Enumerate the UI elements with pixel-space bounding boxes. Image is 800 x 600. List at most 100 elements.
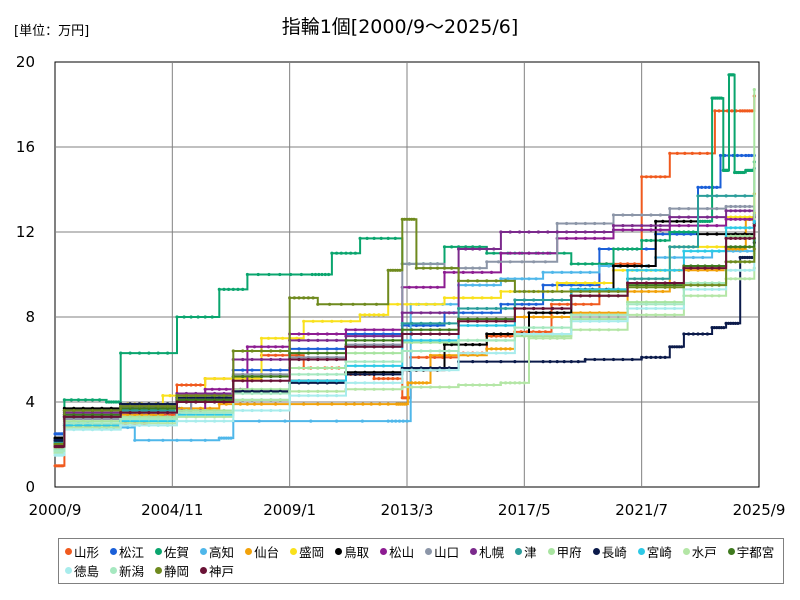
data-point	[344, 381, 348, 385]
data-point	[119, 417, 123, 421]
data-point	[557, 302, 562, 306]
legend-label: 高知	[209, 544, 235, 560]
legend-item: 水戸	[682, 543, 717, 560]
data-point	[398, 268, 402, 272]
data-point	[574, 281, 578, 285]
data-point	[710, 326, 714, 330]
data-point	[428, 328, 433, 332]
legend-marker-icon	[380, 547, 388, 555]
data-point	[626, 247, 630, 251]
data-point	[726, 321, 731, 325]
data-point	[419, 321, 423, 325]
data-point	[250, 379, 254, 383]
data-point	[339, 251, 343, 255]
data-point	[323, 272, 327, 277]
data-point	[630, 213, 634, 217]
data-point	[518, 381, 522, 385]
data-point	[241, 379, 245, 383]
y-tick-label: 16	[16, 138, 35, 156]
legend-label: 仙台	[254, 544, 280, 560]
data-point	[663, 281, 667, 285]
data-point	[349, 319, 353, 323]
data-point	[245, 345, 249, 349]
data-point	[672, 313, 677, 317]
data-point	[550, 283, 555, 287]
data-point	[719, 326, 724, 330]
data-point	[90, 419, 95, 423]
data-point	[372, 381, 376, 385]
data-point	[579, 289, 583, 294]
data-point	[644, 300, 649, 304]
legend-item: 盛岡	[290, 543, 324, 560]
data-point	[414, 285, 418, 289]
legend-marker-icon	[727, 547, 735, 555]
data-point	[381, 360, 386, 364]
data-point	[325, 389, 329, 393]
data-point	[611, 357, 616, 362]
data-point	[661, 232, 665, 236]
data-point	[492, 283, 496, 287]
data-point	[410, 328, 414, 332]
data-point	[90, 428, 95, 432]
data-point	[635, 302, 639, 306]
data-point	[485, 247, 489, 251]
data-point	[640, 238, 644, 243]
data-point	[475, 317, 479, 321]
data-point	[90, 408, 95, 413]
data-point	[372, 345, 376, 349]
data-point	[184, 415, 188, 419]
data-point	[266, 336, 271, 340]
data-point	[732, 73, 736, 77]
data-point	[560, 270, 564, 274]
data-point	[90, 421, 95, 425]
data-point	[724, 209, 728, 213]
data-point	[649, 355, 653, 359]
data-point	[672, 285, 677, 289]
data-point	[644, 285, 649, 289]
data-point	[457, 351, 461, 355]
data-point	[90, 398, 95, 402]
data-point	[137, 404, 142, 408]
legend-marker-icon	[200, 566, 208, 574]
data-point	[626, 268, 630, 272]
data-point	[471, 360, 475, 364]
data-point	[410, 217, 414, 221]
data-point	[689, 266, 693, 270]
data-point	[425, 355, 429, 359]
data-point	[466, 353, 470, 357]
data-point	[752, 88, 756, 92]
data-point	[752, 219, 756, 223]
data-point	[367, 313, 371, 317]
data-point	[644, 355, 649, 359]
x-tick-label: 2021/7	[615, 501, 668, 519]
data-point	[687, 332, 691, 336]
data-point	[750, 109, 754, 113]
data-point	[713, 109, 717, 113]
data-point	[325, 347, 329, 351]
data-point	[616, 247, 620, 251]
data-point	[569, 283, 573, 287]
data-point	[438, 311, 442, 315]
data-point	[203, 315, 207, 319]
data-point	[435, 323, 440, 328]
data-point	[576, 262, 580, 266]
data-point	[403, 217, 407, 221]
data-point	[499, 289, 503, 294]
data-point	[210, 315, 214, 319]
legend-label: 松山	[389, 544, 415, 560]
data-point	[672, 302, 677, 306]
data-point	[435, 285, 440, 289]
data-point	[729, 215, 733, 219]
data-point	[98, 398, 102, 402]
data-point	[100, 428, 104, 432]
data-point	[325, 332, 329, 336]
data-point	[391, 377, 395, 381]
data-point	[259, 379, 264, 383]
data-point	[278, 379, 282, 383]
data-point	[259, 391, 264, 396]
data-point	[372, 387, 376, 391]
legend-label: 宮崎	[646, 544, 672, 560]
data-point	[541, 289, 545, 294]
data-point	[555, 360, 559, 364]
data-point	[689, 219, 693, 223]
